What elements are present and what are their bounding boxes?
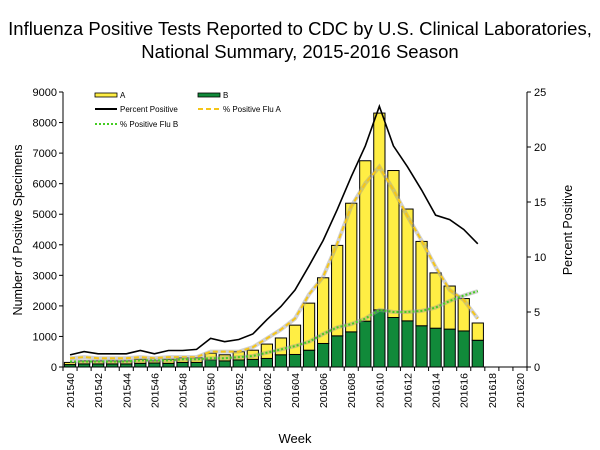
bars-layer [63, 112, 484, 368]
bar-a-201611 [387, 170, 400, 318]
bar-b-201615 [443, 328, 456, 368]
y-tick-label: 2000 [33, 301, 57, 313]
bar-a-201609 [359, 160, 372, 322]
bar-a-201612 [401, 208, 414, 322]
x-tick-label: 201544 [121, 373, 133, 408]
y2-tick-label: 25 [534, 87, 546, 99]
x-tick-label: 201618 [487, 373, 499, 408]
bar-b-201547 [162, 362, 175, 368]
bar-b-201602 [260, 357, 274, 368]
bar-b-201610 [373, 309, 386, 368]
x-tick-label: 201620 [515, 373, 527, 408]
legend-label-positive-flu-b: % Positive Flu B [120, 120, 178, 129]
legend-label-positive-flu-a: % Positive Flu A [223, 105, 281, 114]
bar-b-201603 [274, 354, 288, 368]
legend-swatch-a [94, 92, 118, 98]
y2-tick-label: 10 [534, 252, 546, 264]
bar-b-201550 [204, 359, 217, 368]
bar-a-201616 [457, 298, 470, 332]
x-tick-label: 201616 [459, 373, 471, 408]
y-tick-label: 3000 [33, 270, 57, 282]
bar-a-201606 [316, 277, 330, 344]
bar-b-201613 [415, 325, 428, 368]
bar-a-201603 [274, 337, 288, 356]
x-tick-label: 201548 [178, 373, 190, 408]
y-tick-label: 4000 [33, 240, 57, 252]
bar-b-201612 [401, 320, 414, 368]
bar-b-201609 [359, 320, 372, 368]
y-tick-label: 6000 [33, 179, 57, 191]
x-tick-label: 201552 [234, 373, 246, 408]
y-axis-label: Number of Positive Specimens [11, 145, 25, 316]
line-positive-flu-b [70, 290, 479, 363]
chart-title-line-2: National Summary, 2015-2016 Season [141, 41, 459, 62]
legend-label-a: A [120, 91, 126, 100]
bar-b-201617 [471, 339, 484, 368]
bar-b-201552 [232, 359, 245, 368]
bar-b-201551 [218, 360, 231, 368]
x-tick-label: 201542 [93, 373, 105, 408]
x-tick-label: 201550 [206, 373, 218, 408]
x-tick-label: 201606 [318, 373, 330, 408]
y-tick-label: 1000 [33, 331, 57, 343]
bar-a-201605 [302, 302, 316, 351]
bar-b-201549 [190, 361, 203, 368]
legend-label-b: B [223, 91, 228, 100]
bar-b-201545 [134, 362, 147, 368]
bar-b-201606 [316, 342, 330, 368]
bar-b-201548 [176, 361, 189, 368]
bar-a-201604 [288, 324, 302, 355]
line-positive-flu-a [69, 165, 479, 360]
legend: A B Percent Positive % Positive Flu A % Posi… [94, 91, 281, 129]
bar-a-201550 [204, 352, 217, 361]
legend-swatch-b [197, 92, 221, 98]
x-tick-label: 201540 [65, 373, 77, 408]
y-tick-label: 9000 [33, 87, 57, 99]
bar-a-201615 [443, 285, 456, 330]
bar-a-201617 [471, 322, 484, 341]
bar-b-201611 [387, 317, 400, 368]
bar-b-201601 [246, 358, 259, 368]
x-tick-label: 201608 [346, 373, 358, 408]
x-tick-label: 201612 [402, 373, 414, 408]
bar-b-201604 [288, 353, 302, 368]
bar-a-201608 [345, 202, 358, 333]
legend-label-percent-positive: Percent Positive [120, 105, 178, 114]
y-tick-label: 7000 [33, 148, 57, 160]
y-tick-label: 8000 [33, 118, 57, 130]
x-tick-label: 201614 [431, 373, 443, 408]
y2-tick-label: 5 [534, 307, 540, 319]
chart-title: Influenza Positive Tests Reported to CDC… [0, 17, 600, 63]
y-tick-label: 0 [51, 362, 57, 374]
lines-layer [69, 103, 480, 364]
bar-a-201610 [373, 112, 386, 311]
bar-b-201614 [429, 327, 442, 368]
x-tick-label: 201610 [374, 373, 386, 408]
chart-title-line-1: Influenza Positive Tests Reported to CDC… [8, 18, 592, 39]
axes-layer: 0 1000 2000 3000 4000 5000 6000 7000 8000 9000 0 5 1… [33, 87, 547, 408]
line-percent-positive [69, 103, 479, 356]
bar-b-201608 [345, 331, 358, 368]
x-tick-label: 201604 [290, 373, 302, 408]
y-tick-label: 5000 [33, 209, 57, 221]
bar-b-201616 [457, 330, 470, 368]
bar-b-201605 [302, 349, 316, 368]
y2-tick-label: 0 [534, 362, 540, 374]
bar-b-201607 [331, 335, 344, 368]
y2-tick-label: 20 [534, 142, 546, 154]
y2-tick-label: 15 [534, 197, 546, 209]
bar-a-201602 [260, 343, 274, 359]
bar-b-201546 [148, 362, 161, 368]
y2-axis-label: Percent Positive [561, 185, 575, 275]
bar-a-201607 [331, 244, 344, 337]
x-tick-label: 201546 [149, 373, 161, 408]
x-axis-label: Week [279, 431, 312, 446]
x-tick-label: 201602 [262, 373, 274, 408]
bar-a-201614 [429, 272, 442, 329]
